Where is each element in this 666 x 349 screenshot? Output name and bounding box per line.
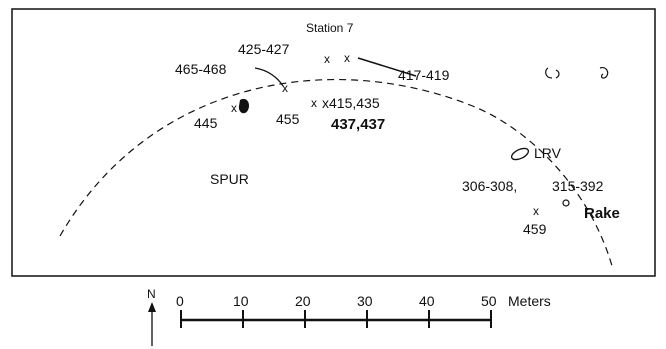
crater-rim-dashed-line [59,78,613,267]
station-label: Station 7 [306,21,354,35]
small-crater-outline [599,67,609,79]
sample-marker: x [344,51,350,65]
sample-415-435-label: x415,435 [322,95,380,111]
sample-417-419-label: 417-419 [398,67,450,83]
sample-315-392-label: 315-392 [552,178,604,194]
scale-tick-label: 10 [233,293,249,309]
rake-label: Rake [584,205,620,222]
sample-306-308-label: 306-308, [462,178,517,194]
small-crater-outline [545,67,553,79]
north-arrow: N [147,287,156,346]
scale-unit-label: Meters [508,293,551,309]
rake-site-icon [562,199,570,207]
sample-leader-line [357,57,417,77]
scale-tick-label: 20 [295,293,311,309]
map-frame [11,8,656,277]
small-crater-outline [555,69,560,79]
sample-marker: x [533,204,539,218]
scale-tick-label: 30 [357,293,373,309]
sample-marker: x [324,52,330,66]
sample-455-label: 455 [276,111,300,127]
scale-bar [180,310,492,328]
scale-tick-label: 0 [176,293,184,309]
lrv-icon [510,147,530,161]
scale-tick-label: 50 [481,293,497,309]
sample-465-468-label: 465-468 [175,61,227,77]
sample-marker: x [311,96,317,110]
sample-437-label: 437,437 [331,116,385,133]
sample-459-label: 459 [523,221,547,237]
area-label: SPUR [210,171,249,187]
sample-marker: x [282,81,288,95]
boulder-outline [254,67,284,87]
sample-marker: x [231,101,237,115]
north-arrow-label: N [147,287,156,301]
sample-425-427-label: 425-427 [238,41,290,57]
sample-445-label: 445 [194,115,218,131]
boulder-shape [238,98,250,114]
scale-tick-label: 40 [419,293,435,309]
lrv-label: LRV [534,145,562,161]
